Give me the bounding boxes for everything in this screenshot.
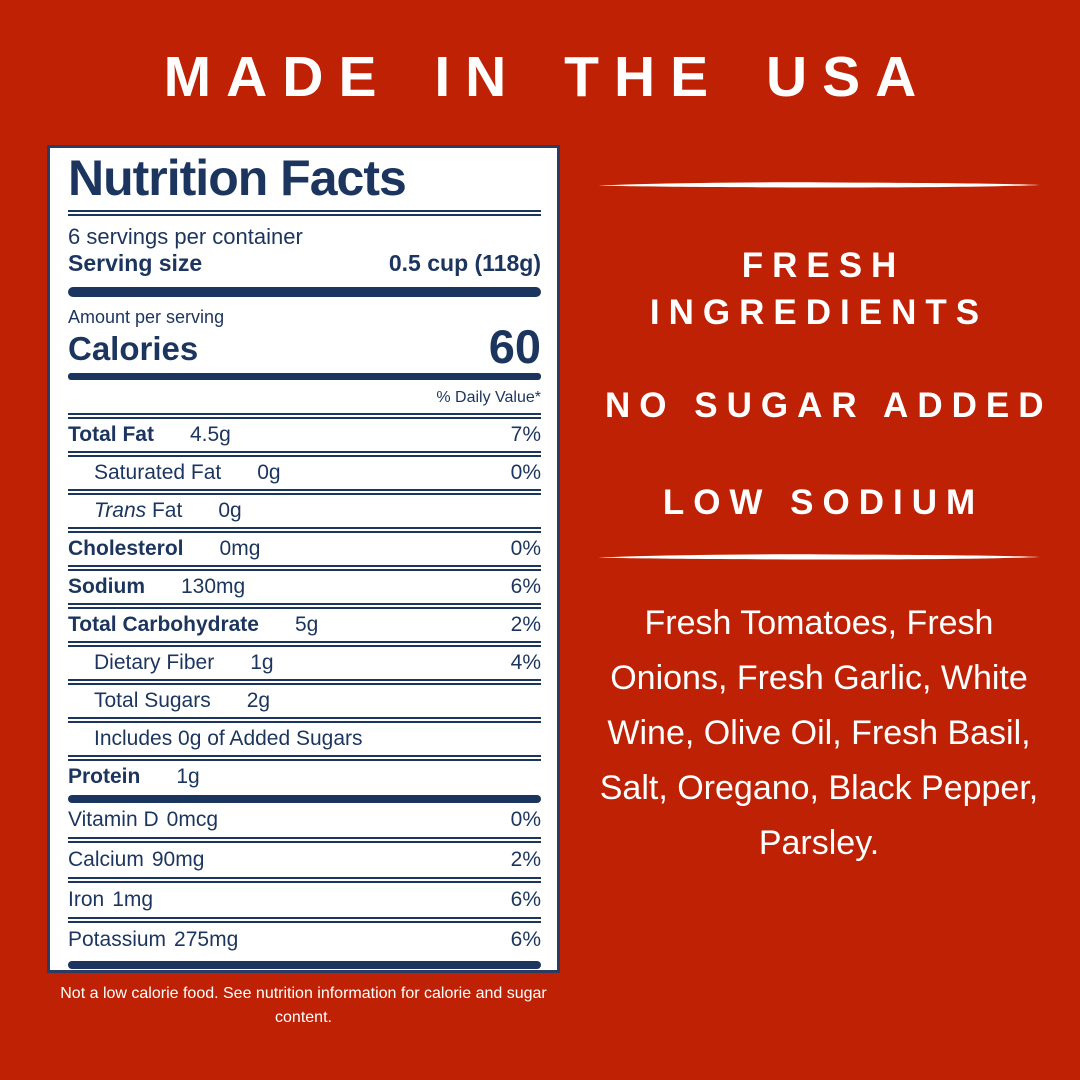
nutrient-name: Total Sugars (94, 689, 211, 712)
nutrient-amount: 1g (176, 765, 200, 788)
nutrient-rows-section: Total Fat 4.5g 7% Saturated Fat 0g 0% Trans Fa… (68, 419, 541, 793)
nutrient-amount: 0g (218, 499, 242, 522)
claim-no-sugar-added: NO SUGAR ADDED (605, 386, 1053, 425)
thick-divider-bar (68, 795, 541, 803)
nutrient-daily-value: 2% (510, 848, 541, 871)
nutrient-row: Calcium 90mg 2% (68, 843, 541, 877)
nutrient-row: Total Fat 4.5g 7% (68, 419, 541, 451)
nutrient-name: Saturated Fat (94, 461, 222, 484)
nutrient-name: Total Fat (68, 423, 154, 446)
nutrient-row: Dietary Fiber 1g 4% (68, 647, 541, 679)
nutrient-daily-value: 0% (510, 808, 541, 831)
nutrient-name: Total Carbohydrate (68, 613, 259, 636)
claim-low-sodium: LOW SODIUM (662, 483, 985, 522)
nutrient-amount: 275mg (174, 928, 239, 951)
separator-rule (68, 603, 541, 609)
nutrient-name: Dietary Fiber (94, 651, 215, 674)
medium-divider-bar (68, 373, 541, 380)
nutrient-daily-value: 0% (510, 461, 541, 484)
nutrient-amount: 0mg (219, 537, 261, 560)
nutrient-daily-value: 6% (510, 928, 541, 951)
serving-size-label: Serving size (68, 250, 203, 276)
thick-divider-bar (68, 961, 541, 969)
nutrient-daily-value: 6% (510, 575, 541, 598)
separator-rule (68, 565, 541, 571)
separator-rule (68, 877, 541, 883)
nutrient-row: Potassium 275mg 6% (68, 923, 541, 957)
nutrient-amount: 0g (257, 461, 281, 484)
brush-stroke-divider (598, 554, 1040, 560)
nutrition-facts-title: Nutrition Facts (68, 150, 407, 206)
label-footnote: Not a low calorie food. See nutrition in… (60, 985, 547, 1026)
daily-value-header: % Daily Value* (436, 389, 541, 406)
separator-rule (68, 837, 541, 843)
serving-size-row: Serving size 0.5 cup (118g) (68, 250, 541, 277)
nutrient-amount: 1g (250, 651, 274, 674)
nutrient-name: Cholesterol (68, 537, 184, 560)
nutrient-amount: 1mg (112, 888, 154, 911)
nutrient-daily-value: 4% (510, 651, 541, 674)
calories-row: Calories 60 (68, 320, 541, 373)
nutrient-amount: 2g (246, 689, 271, 712)
separator-rule (68, 210, 541, 216)
nutrient-row: Iron 1mg 6% (68, 883, 541, 917)
separator-rule (68, 451, 541, 457)
nutrient-name: Includes 0g of Added Sugars (94, 727, 363, 750)
separator-rule (68, 413, 541, 419)
serving-size-value: 0.5 cup (118g) (388, 250, 541, 276)
nutrient-row: Protein 1g (68, 761, 541, 793)
nutrient-daily-value: 2% (510, 613, 541, 636)
nutrient-amount: 130mg (181, 575, 246, 598)
nutrient-daily-value: 0% (510, 537, 541, 560)
made-in-usa-headline: MADE IN THE USA (163, 45, 932, 109)
nutrient-row: Saturated Fat 0g 0% (68, 457, 541, 489)
nutrition-facts-label: Nutrition Facts 6 servings per container… (47, 145, 560, 973)
nutrient-name: Iron (68, 888, 105, 911)
calories-value: 60 (488, 320, 541, 373)
nutrient-row: Trans Fat 0g (68, 495, 541, 527)
nutrient-amount: 0mcg (166, 808, 219, 831)
nutrient-row: Vitamin D 0mcg 0% (68, 803, 541, 837)
thick-divider-bar (68, 287, 541, 297)
brush-stroke-divider (598, 182, 1040, 188)
nutrient-row: Total Carbohydrate 5g 2% (68, 609, 541, 641)
nutrient-row: Cholesterol 0mg 0% (68, 533, 541, 565)
nutrient-row: Sodium 130mg 6% (68, 571, 541, 603)
nutrient-name: Calcium (68, 848, 144, 871)
nutrient-amount: 4.5g (189, 423, 231, 446)
nutrient-name: Potassium (68, 928, 167, 951)
nutrient-amount: 5g (294, 613, 319, 636)
separator-rule (68, 679, 541, 685)
servings-per-container: 6 servings per container (68, 224, 303, 249)
nutrient-name: Protein (68, 765, 141, 788)
separator-rule (68, 489, 541, 495)
nutrient-row: Includes 0g of Added Sugars (68, 723, 541, 755)
vitamin-rows-section: Vitamin D 0mcg 0% Calcium 90mg 2% Iron 1mg 6% Pot… (68, 803, 541, 957)
separator-rule (68, 917, 541, 923)
separator-rule (68, 641, 541, 647)
nutrient-row: Total Sugars 2g (68, 685, 541, 717)
claim-fresh-ingredients: FRESH INGREDIENTS (649, 246, 989, 332)
nutrient-name: Trans Fat (94, 499, 183, 522)
nutrient-daily-value: 7% (510, 423, 541, 446)
amount-per-serving-label: Amount per serving (68, 307, 225, 327)
nutrient-daily-value: 6% (510, 888, 541, 911)
separator-rule (68, 527, 541, 533)
nutrient-name: Sodium (68, 575, 145, 598)
claims-panel: FRESH INGREDIENTS NO SUGAR ADDED LOW SOD… (596, 150, 1053, 871)
ingredients-list: Fresh Tomatoes, Fresh Onions, Fresh Garl… (599, 604, 1039, 862)
nutrient-name: Vitamin D (68, 808, 159, 831)
separator-rule (68, 755, 541, 761)
separator-rule (68, 717, 541, 723)
nutrient-amount: 90mg (151, 848, 205, 871)
calories-label: Calories (68, 330, 199, 367)
